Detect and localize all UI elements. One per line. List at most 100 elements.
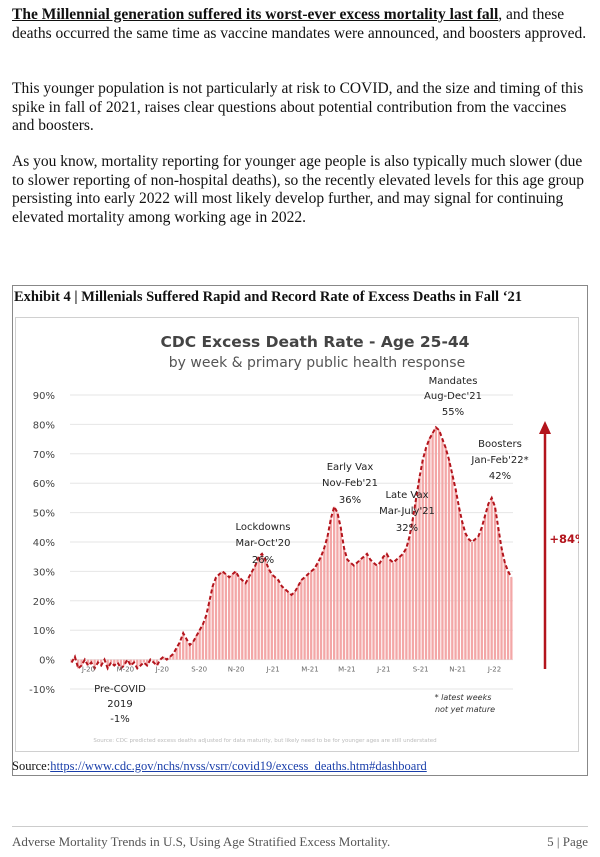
annotation-mandates-value: 55% xyxy=(442,407,464,418)
y-tick-label: 80% xyxy=(33,420,55,431)
bar xyxy=(395,559,398,660)
y-tick-label: -10% xyxy=(29,685,55,696)
bar xyxy=(231,574,234,660)
bar xyxy=(454,489,457,660)
bar xyxy=(122,659,126,666)
bar xyxy=(257,556,260,660)
bar xyxy=(464,533,467,660)
x-tick-label: J-20 xyxy=(155,666,169,674)
annotation-mandates: Mandates Aug-Dec'21 55% xyxy=(424,376,482,418)
bar xyxy=(388,559,392,660)
bar xyxy=(260,553,264,660)
bar xyxy=(218,574,221,660)
bar xyxy=(303,577,306,660)
bar xyxy=(267,568,270,660)
increase-label: +84% xyxy=(549,532,579,546)
y-tick-label: 50% xyxy=(33,509,55,520)
bar xyxy=(500,547,503,660)
bar xyxy=(280,586,283,660)
annotation-early-vax-value: 36% xyxy=(339,495,361,506)
bar xyxy=(113,659,116,666)
bar xyxy=(477,536,480,660)
bar xyxy=(326,536,329,660)
x-tick-label: M-21 xyxy=(301,666,318,674)
bar xyxy=(77,659,80,669)
annotation-boosters-label: Boosters xyxy=(478,439,522,450)
bars xyxy=(70,427,513,669)
chart-frame xyxy=(15,317,579,752)
paragraph-2: This younger population is not particula… xyxy=(12,80,584,134)
bar xyxy=(493,506,497,660)
bar xyxy=(250,571,254,660)
bar xyxy=(132,659,136,663)
y-tick-label: 40% xyxy=(33,538,55,549)
x-tick-label: J-21 xyxy=(376,666,390,674)
y-tick-label: 60% xyxy=(33,479,55,490)
bar xyxy=(398,556,401,660)
bar xyxy=(264,559,267,660)
bar xyxy=(372,562,375,660)
paragraph-1-bold: The Millennial generation suffered its w… xyxy=(12,6,499,23)
paragraph-1-rest: , and these deaths occurred the same tim… xyxy=(12,6,587,42)
x-tick-label: J-22 xyxy=(487,666,501,674)
exhibit-title: Exhibit 4 | Millenials Suffered Rapid an… xyxy=(14,289,523,305)
bar xyxy=(270,574,273,660)
bar xyxy=(90,659,93,663)
x-tick-label: N-20 xyxy=(228,666,245,674)
bar xyxy=(277,580,280,660)
bar xyxy=(290,594,293,660)
bar xyxy=(273,577,277,660)
bar xyxy=(323,547,326,660)
bar xyxy=(382,556,385,660)
bar xyxy=(155,659,159,666)
x-tick-label: M-21 xyxy=(338,666,355,674)
bar xyxy=(342,547,346,660)
bar xyxy=(451,474,454,660)
x-tick-label: J-21 xyxy=(265,666,279,674)
bar xyxy=(116,659,119,663)
bar xyxy=(244,583,247,660)
bar xyxy=(201,624,205,660)
bar xyxy=(172,653,175,660)
bar xyxy=(339,527,342,660)
annotation-precovid-value: -1% xyxy=(110,714,129,725)
bar xyxy=(241,580,244,660)
bar xyxy=(362,556,365,660)
bar xyxy=(424,447,428,660)
bar xyxy=(152,659,155,663)
annotation-boosters-value: 42% xyxy=(489,471,511,482)
bar xyxy=(178,641,182,660)
bar xyxy=(506,571,510,660)
bar xyxy=(470,542,474,660)
bar xyxy=(198,630,201,660)
bar xyxy=(188,644,191,660)
bar xyxy=(467,539,470,660)
bar xyxy=(159,659,162,661)
bar xyxy=(96,659,100,663)
bar xyxy=(415,497,418,660)
source-link[interactable]: https://www.cdc.gov/nchs/nvss/vsrr/covid… xyxy=(50,759,427,773)
page-number: 5 | Page xyxy=(547,834,588,849)
chart-title: CDC Excess Death Rate - Age 25-44 xyxy=(161,333,470,351)
footnote-line-1: * latest weeks xyxy=(435,693,492,702)
bar xyxy=(352,565,355,660)
bar xyxy=(355,562,359,660)
annotation-late-vax-value: 32% xyxy=(396,523,418,534)
annotation-lockdowns: Lockdowns Mar-Oct'20 26% xyxy=(236,522,291,566)
bar xyxy=(205,615,208,660)
bar xyxy=(109,659,113,663)
x-tick-label: S-20 xyxy=(191,666,207,674)
annotation-mandates-period: Aug-Dec'21 xyxy=(424,391,482,402)
y-tick-label: 30% xyxy=(33,567,55,578)
bar xyxy=(237,577,241,660)
annotation-precovid: Pre-COVID 2019 -1% xyxy=(94,684,146,725)
y-tick-label: 20% xyxy=(33,597,55,608)
bar xyxy=(126,659,129,661)
bar xyxy=(457,506,461,660)
bar xyxy=(428,439,431,660)
y-axis-ticks: -10% 0% 10% 20% 30% 40% 50% 60% 70% 80% 90% xyxy=(29,391,55,696)
bar xyxy=(228,577,231,660)
bar xyxy=(480,527,483,660)
bar xyxy=(349,562,352,660)
bar xyxy=(369,559,372,660)
